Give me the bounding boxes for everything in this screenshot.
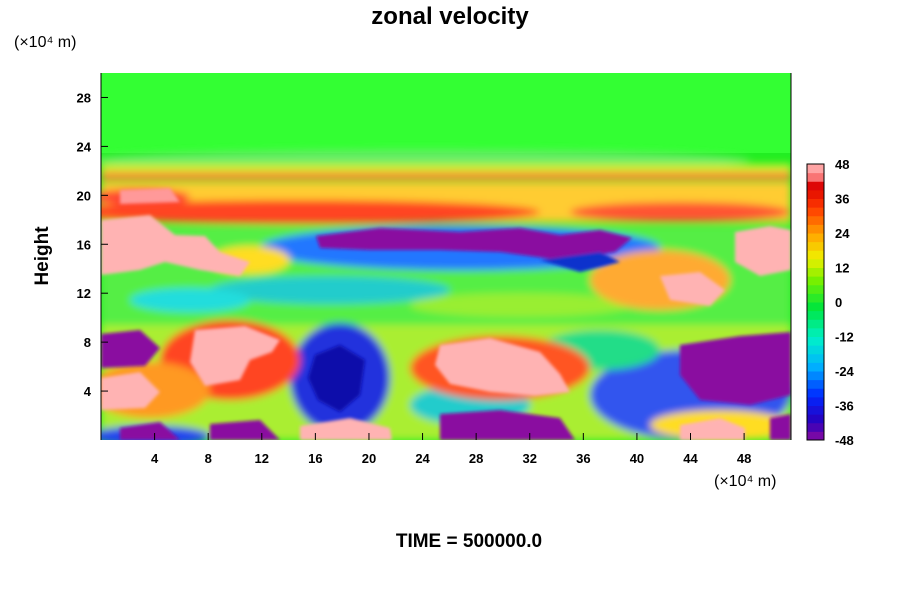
colorbar-band <box>807 302 824 312</box>
colorbar-band <box>807 215 824 225</box>
colorbar-band <box>807 431 824 441</box>
x-tick-label: 4 <box>151 451 159 466</box>
x-axis-ticks: 4 8 12 16 20 24 28 32 36 40 44 48 <box>151 433 751 466</box>
heatmap-field <box>101 73 791 440</box>
x-tick-label: 44 <box>683 451 698 466</box>
colorbar-tick-label: 36 <box>835 192 849 207</box>
colorbar-band <box>807 396 824 406</box>
colorbar-band <box>807 267 824 277</box>
colorbar-band <box>807 327 824 337</box>
colorbar-band <box>807 379 824 389</box>
colorbar-band <box>807 189 824 199</box>
colorbar-tick-label: -48 <box>835 433 854 448</box>
x-tick-label: 12 <box>255 451 269 466</box>
y-tick-label: 24 <box>77 139 92 154</box>
colorbar-band <box>807 276 824 286</box>
colorbar-band <box>807 405 824 415</box>
colorbar-band <box>807 371 824 381</box>
y-tick-label: 4 <box>84 384 92 399</box>
colorbar-band <box>807 250 824 260</box>
colorbar-tick-label: -24 <box>835 364 855 379</box>
colorbar-bands <box>807 164 824 441</box>
colorbar-band <box>807 207 824 217</box>
colorbar-band <box>807 181 824 191</box>
colorbar-band <box>807 241 824 251</box>
y-tick-label: 8 <box>84 335 91 350</box>
x-tick-label: 24 <box>415 451 430 466</box>
colorbar-band <box>807 224 824 234</box>
colorbar-tick-label: 12 <box>835 261 849 276</box>
y-axis-ticks: 4 8 12 16 20 24 28 <box>77 90 108 399</box>
colorbar-frame <box>806 163 825 441</box>
colorbar-band <box>807 198 824 208</box>
y-tick-label: 12 <box>77 286 91 301</box>
y-tick-label: 28 <box>77 90 91 105</box>
x-tick-label: 40 <box>630 451 644 466</box>
colorbar-band <box>807 172 824 182</box>
colorbar-band <box>807 353 824 363</box>
colorbar-tick-label: 48 <box>835 157 849 172</box>
colorbar-band <box>807 319 824 329</box>
colorbar-tick-label: 24 <box>835 226 850 241</box>
colorbar-band <box>807 293 824 303</box>
x-tick-label: 16 <box>308 451 322 466</box>
colorbar-band <box>807 414 824 424</box>
x-tick-label: 32 <box>523 451 537 466</box>
colorbar-band <box>807 258 824 268</box>
y-tick-label: 20 <box>77 188 91 203</box>
time-label: TIME = 500000.0 <box>395 531 543 552</box>
x-axis-unit: (×10⁴ m) <box>714 473 777 490</box>
colorbar-band <box>807 345 824 355</box>
y-tick-label: 16 <box>77 237 91 252</box>
x-tick-label: 28 <box>469 451 483 466</box>
colorbar-band <box>807 422 824 432</box>
colorbar-ticks: 48 36 24 12 0 -12 -24 -36 -48 <box>835 157 855 448</box>
colorbar-band <box>807 310 824 320</box>
y-axis-unit: (×10⁴ m) <box>14 34 77 51</box>
colorbar-tick-label: -36 <box>835 399 854 414</box>
x-tick-label: 20 <box>362 451 376 466</box>
chart-title: zonal velocity <box>371 3 529 30</box>
colorbar-band <box>807 284 824 294</box>
colorbar-band <box>807 164 824 174</box>
colorbar-tick-label: 0 <box>835 295 842 310</box>
colorbar-tick-label: -12 <box>835 330 854 345</box>
colorbar-band <box>807 336 824 346</box>
x-tick-label: 36 <box>576 451 590 466</box>
x-tick-label: 48 <box>737 451 751 466</box>
x-tick-label: 8 <box>205 451 212 466</box>
colorbar-band <box>807 388 824 398</box>
colorbar-band <box>807 233 824 243</box>
colorbar-band <box>807 362 824 372</box>
